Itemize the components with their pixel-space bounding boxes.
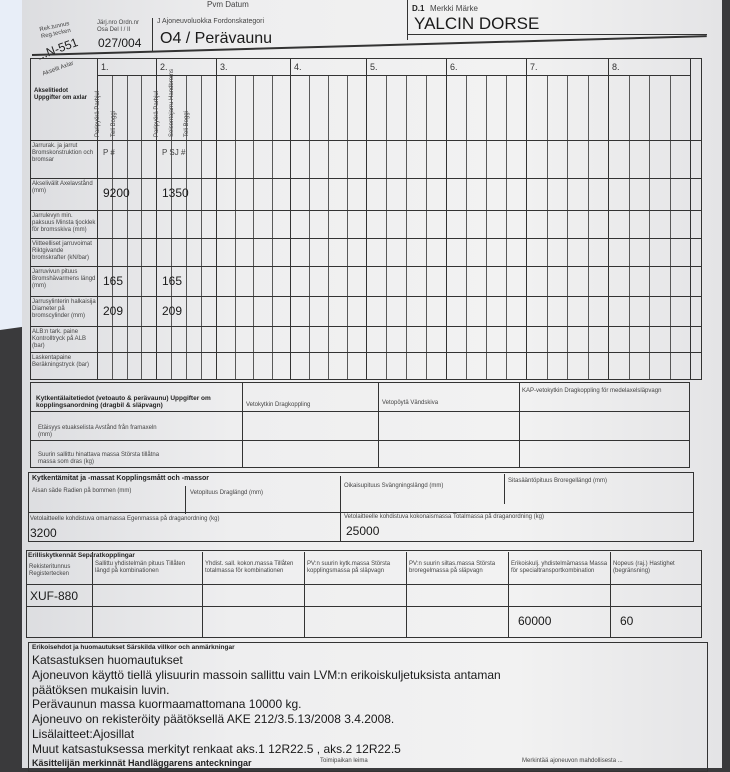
date-label: Pvm Datum — [207, 0, 249, 9]
axle1-value: 9200 — [103, 186, 130, 200]
separate-header-7: Nopeus (raj.) Hastighet (begränsning) — [613, 561, 675, 574]
axle-column-6: 6. — [450, 62, 458, 72]
total-mass-label: Vetolaitteelle kohdistuva kokonaismassa … — [344, 514, 545, 520]
coupling-row-max-mass: Suurin sallittu hinattava massa Största … — [38, 452, 160, 465]
coupling-col-c: KAP-vetokytkin Dragkoppling för medelaxe… — [522, 388, 662, 394]
remark-line: Perävaunun massa kuormaamattomana 10000 … — [32, 697, 302, 712]
total-mass-value: 25000 — [346, 524, 380, 538]
own-mass-label: Vetolaitteelle kohdistuva omamassa Egenm… — [30, 516, 220, 522]
separate-header-5: PV:n suurin siltas.massa Största brorege… — [409, 561, 496, 574]
remark-line: Ajoneuvon käyttö tiellä ylisuurin massoi… — [32, 667, 501, 682]
separate-header-1: Rekisteritunnus Registertecken — [29, 564, 71, 577]
remarks-title: Erikoisehdot ja huomautukset Särskilda v… — [32, 644, 235, 651]
make-code: D.1 — [412, 4, 425, 13]
separate-header-6: Erikoiskulj. yhdistelmämassa Massa för s… — [511, 561, 608, 574]
dims-swing-length: Oikaisupituus Svängningslängd (mm) — [344, 483, 444, 489]
make-label: Merkki Märke — [430, 4, 479, 13]
col2-sub-seisontajarru: Seisontajarru Handbroms — [169, 68, 175, 137]
axle-column-5: 5. — [370, 62, 378, 72]
axle-column-4: 4. — [294, 62, 302, 72]
axle-row-label: Jarrusylinterin halkaisija Diameter på b… — [32, 299, 96, 319]
make-value: YALCIN DORSE — [414, 14, 540, 33]
coupling-title: Kytkentälaitetiedot (vetoauto & perävaun… — [36, 395, 211, 409]
axle1-value: P # — [103, 148, 115, 157]
separate-header-4: PV:n suurin kytk.massa Största kopplings… — [307, 561, 391, 574]
dims-bridge-length: Sitasääntöpituus Broregellängd (mm) — [508, 478, 608, 484]
remark-line: Katsastuksen huomautukset — [32, 653, 183, 667]
separate-title: Erilliskytkennät Separatkopplingar — [28, 552, 135, 559]
axles-corner-label: Akselitiedot Uppgifter om axlar — [34, 88, 88, 101]
ordn-value: 027/004 — [98, 36, 142, 50]
axle-row-label: Jarrurak. ja jarrut Bromskonstruktion oc… — [32, 143, 94, 163]
dims-draw-length: Vetopituus Draglängd (mm) — [190, 490, 264, 496]
axle-row-label: Jarrulevyn min. paksuus Minsta tjocklek … — [32, 213, 96, 233]
category-label: J Ajoneuvoluokka Fordonskategori — [157, 18, 265, 25]
separate-header-3: Yhdist. sall. kokon.massa Tillåten total… — [205, 561, 294, 574]
coupling-col-b: Vetopöytä Vändskiva — [382, 400, 439, 406]
remark-line: päätöksen mukaisin luvin. — [32, 682, 170, 697]
axle-row-label: Akselivälit Axelavstånd (mm) — [32, 181, 93, 194]
col1-sub-paripyora: Paripyörä Parhjul — [95, 90, 101, 137]
axle2-value: 1350 — [162, 186, 189, 200]
remark-line: Muut katsastuksessa merkityt renkaat aks… — [32, 741, 401, 756]
axle-column-7: 7. — [530, 62, 538, 72]
axle-column-3: 3. — [220, 62, 228, 72]
axle-row-label: Viitteelliset jarruvoimat Riktgivande br… — [32, 241, 92, 261]
dims-title: Kytkentämitat ja -massat Kopplingsmått o… — [32, 475, 209, 482]
axle2-value: 209 — [162, 304, 183, 318]
coupling-section — [30, 382, 690, 468]
coupling-col-a: Vetokytkin Dragkoppling — [246, 402, 311, 408]
axle2-value: P SJ # — [162, 148, 186, 157]
registration-document: Pvm Datum D.1 Merkki Märke YALCIN DORSE … — [22, 0, 722, 772]
axle1-value: 209 — [103, 304, 124, 318]
axle-column-1: 1. — [101, 62, 109, 72]
own-mass-value: 3200 — [30, 526, 57, 540]
dimensions-section — [28, 472, 694, 542]
special-mass-value: 60000 — [518, 614, 552, 628]
axle-row-label: ALB:n tark. paine Kontrolltryck på ALB (… — [32, 329, 87, 349]
ordn-label: Järj.nro Ordn.nr Osa Del I / II — [97, 20, 140, 33]
dims-radius: Aisan säde Radien på bommen (mm) — [32, 488, 132, 494]
col2-sub-teli: Teli Boggi — [184, 110, 190, 137]
coupling-row-distance: Etäisyys etuakselista Avstånd från frama… — [38, 425, 157, 438]
separate-reg-value: XUF-880 — [30, 589, 79, 603]
col1-sub-teli: Teli Boggi — [111, 110, 117, 137]
axle1-value: 165 — [103, 274, 124, 288]
axle-column-2: 2. — [160, 62, 168, 72]
vehicle-note: Merkintää ajoneuvon mahdollisesta ... — [522, 758, 623, 764]
separate-couplings-table — [26, 550, 702, 638]
category-value: O4 / Perävaunu — [160, 30, 273, 47]
remark-line: Lisälaitteet:Ajosillat — [32, 727, 135, 741]
remark-line: Ajoneuvo on rekisteröity päätöksellä AKE… — [32, 712, 395, 727]
axle-row-label: Laskentapaine Beräkningstryck (bar) — [32, 355, 90, 368]
stamp-label: Toimipaikan leima — [320, 758, 368, 764]
separate-header-2: Sallittu yhdistelmän pituus Tillåten län… — [95, 561, 186, 574]
handler-notes-label: Käsittelijän merkinnät Handläggarens ant… — [32, 758, 252, 768]
axle-row-label: Jarruvivun pituus Bromshävarmens längd (… — [32, 269, 96, 289]
axle-column-8: 8. — [612, 62, 620, 72]
axle2-value: 165 — [162, 274, 183, 288]
speed-value: 60 — [620, 614, 634, 628]
col2-sub-paripyora: Paripyörä Parhjul — [154, 90, 160, 137]
